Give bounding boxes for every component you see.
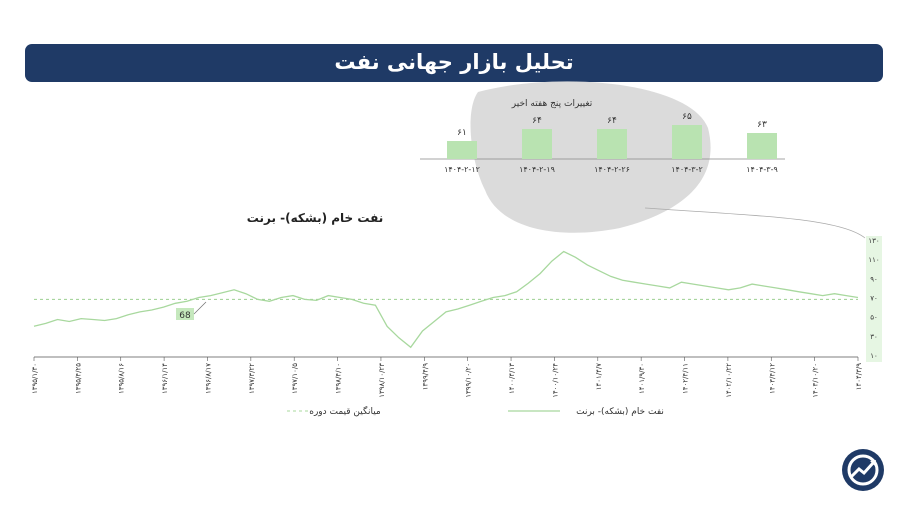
x-tick-label: ۱۳۹۹/۱۰/۲۰ bbox=[465, 363, 473, 398]
weekly-date-label: ۱۴۰۴-۲-۲۶ bbox=[594, 165, 630, 174]
y-axis-highlight-band bbox=[866, 236, 882, 362]
x-tick-label: ۱۳۹۶/۱/۱۴ bbox=[161, 363, 169, 394]
x-tick-label: ۱۴۰۱/۴/۷ bbox=[595, 363, 603, 391]
x-tick-label: ۱۳۹۵/۱/۳۰ bbox=[31, 363, 39, 394]
y-tick-label: ۷۰ bbox=[870, 295, 878, 303]
x-tick-label: ۱۳۹۵/۸/۱۶ bbox=[118, 363, 126, 394]
page-title: تحلیل بازار جهانی نفت bbox=[334, 50, 574, 74]
chart-title: نفت خام (بشکه)- برنت bbox=[247, 211, 383, 226]
legend-label-average: میانگین قیمت دوره bbox=[309, 405, 381, 417]
legend-label-price: نفت خام (بشکه)- برنت bbox=[576, 407, 664, 417]
x-tick-label: ۱۳۹۷/۱۰/۵ bbox=[291, 363, 299, 394]
weekly-bar bbox=[447, 141, 477, 159]
weekly-bar bbox=[522, 129, 552, 159]
weekly-bar-label: ۶۵ bbox=[682, 112, 692, 122]
x-tick-label: ۱۴۰۱/۹/۳۰ bbox=[638, 363, 646, 394]
weekly-bar-label: ۶۳ bbox=[757, 120, 767, 130]
y-tick-label: ۱۱۰ bbox=[868, 256, 879, 264]
y-tick-label: ۹۰ bbox=[870, 275, 878, 283]
weekly-date-label: ۱۴۰۴-۳-۲ bbox=[671, 165, 703, 174]
x-tick-label: ۱۳۹۶/۸/۱۷ bbox=[204, 363, 212, 394]
x-tick-label: ۱۴۰۰/۴/۱۳ bbox=[508, 363, 516, 394]
x-tick-label: ۱۴۰۳/۱۰/۲۰ bbox=[812, 363, 820, 398]
weekly-bar-label: ۶۴ bbox=[532, 116, 542, 126]
weekly-date-label: ۱۴۰۴-۲-۱۲ bbox=[444, 165, 480, 174]
x-tick-label: ۱۴۰۰/۱۰/۲۴ bbox=[551, 363, 559, 398]
y-tick-label: ۳۰ bbox=[870, 333, 878, 341]
average-label-connector bbox=[193, 301, 207, 315]
trend-arrow-icon bbox=[847, 454, 879, 486]
y-tick-label: ۵۰ bbox=[870, 314, 878, 322]
callout-connector bbox=[644, 207, 866, 239]
weekly-date-label: ۱۴۰۴-۳-۹ bbox=[746, 165, 778, 174]
x-tick-label: ۱۳۹۷/۳/۲۲ bbox=[248, 363, 256, 394]
average-value-box bbox=[176, 308, 194, 320]
x-tick-label: ۱۳۹۸/۴/۱۰ bbox=[335, 363, 343, 394]
x-tick-label: ۱۴۰۲/۱۰/۲۲ bbox=[725, 363, 733, 398]
x-tick-label: ۱۴۰۴/۳/۹ bbox=[855, 363, 863, 391]
brent-price-line bbox=[33, 250, 859, 349]
x-tick-label: ۱۳۹۵/۴/۲۵ bbox=[74, 363, 82, 394]
weekly-highlight-blob bbox=[470, 81, 711, 233]
x-tick-label: ۱۴۰۳/۴/۱۲ bbox=[768, 363, 776, 394]
weekly-bar bbox=[672, 125, 702, 159]
weekly-bar bbox=[747, 133, 777, 159]
x-tick-label: ۱۳۹۹/۴/۹ bbox=[421, 363, 429, 391]
title-banner: تحلیل بازار جهانی نفت bbox=[25, 44, 883, 82]
y-tick-label: ۱۰ bbox=[870, 352, 878, 360]
weekly-date-label: ۱۴۰۴-۲-۱۹ bbox=[519, 165, 555, 174]
y-tick-label: ۱۳۰ bbox=[868, 237, 879, 245]
x-tick-label: ۱۴۰۲/۴/۱۱ bbox=[682, 363, 690, 394]
x-tick-label: ۱۳۹۸/۱۰/۲۳ bbox=[378, 363, 386, 398]
weekly-bar-label: ۶۴ bbox=[607, 116, 617, 126]
weekly-title: تغییرات پنج هفته اخیر bbox=[511, 99, 593, 109]
weekly-bar-label: ۶۱ bbox=[457, 128, 467, 138]
weekly-bar bbox=[597, 129, 627, 159]
average-value-label: 68 bbox=[179, 311, 191, 321]
brand-logo bbox=[842, 449, 884, 491]
